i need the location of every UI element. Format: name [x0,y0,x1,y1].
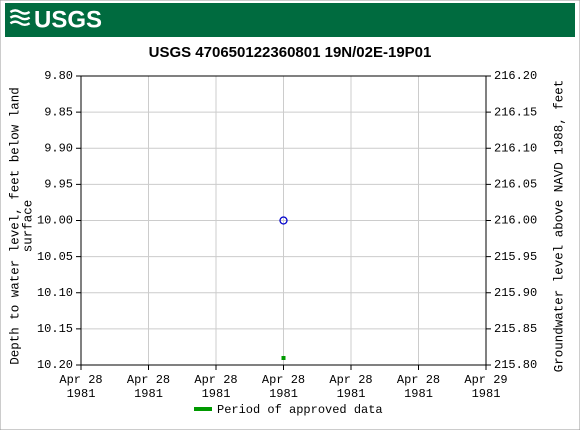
y2-tick-label: 215.90 [494,286,537,300]
logo-icon [9,9,31,26]
header-bar [5,3,575,37]
y-tick-label: 10.15 [37,322,73,336]
y-axis-label: Depth to water level, feet below land [8,87,22,365]
y2-tick-label: 215.85 [494,322,537,336]
x-tick-label: Apr 29 1981 [464,373,508,401]
legend-label: Period of approved data [217,403,383,417]
y2-tick-label: 216.00 [494,214,537,228]
y-tick-label: 9.85 [44,105,73,119]
y-tick-label: 10.00 [37,214,73,228]
data-point [279,216,288,225]
y2-tick-label: 216.15 [494,105,537,119]
y-tick-label: 9.80 [44,69,73,83]
x-tick-label: Apr 28 1981 [261,373,306,401]
x-tick-label: Apr 28 1981 [126,373,171,401]
approved-period [281,356,286,360]
y2-tick-label: 216.05 [494,178,537,192]
x-tick-label: Apr 28 1981 [396,373,441,401]
y2-tick-label: 216.10 [494,141,537,155]
y-tick-label: 10.10 [37,286,73,300]
plot-area [80,75,487,366]
y-tick-label: 9.90 [44,141,73,155]
y2-axis-label: Groundwater level above NAVD 1988, feet [552,80,566,373]
x-tick-label: Apr 28 1981 [59,373,103,401]
y-tick-label: 10.20 [37,358,73,372]
y-tick-label: 9.95 [44,178,73,192]
chart-title: USGS 470650122360801 19N/02E-19P01 [149,44,432,61]
y-axis-label: surface [21,200,35,253]
y-tick-label: 10.05 [37,250,73,264]
logo: USGS [34,6,102,33]
x-tick-label: Apr 28 1981 [194,373,238,401]
y2-tick-label: 216.20 [494,69,537,83]
x-tick-label: Apr 28 1981 [329,373,373,401]
y2-tick-label: 215.95 [494,250,537,264]
y2-tick-label: 215.80 [494,358,537,372]
